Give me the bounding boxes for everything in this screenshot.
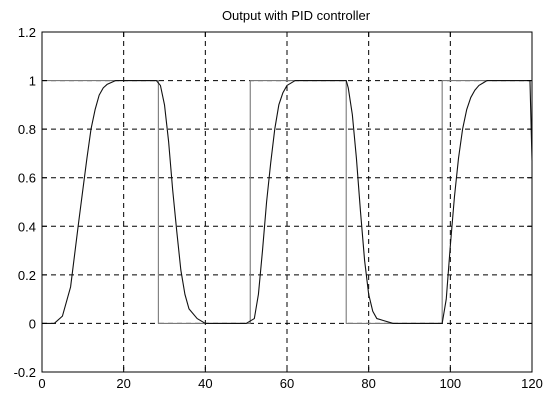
x-tick-label: 120 (521, 376, 543, 391)
y-tick-label: 0.4 (18, 219, 36, 234)
x-tick-label: 20 (116, 376, 130, 391)
y-tick-label: -0.2 (14, 365, 36, 380)
y-tick-label: 0.2 (18, 268, 36, 283)
axis-ticks: 0 20 40 60 80 100 120-0.200.20.40.60.811.2 (14, 25, 543, 391)
x-tick-label: 40 (198, 376, 212, 391)
grid-lines (42, 32, 532, 372)
pid-output-line (42, 80, 533, 324)
y-tick-label: 0.6 (18, 171, 36, 186)
x-tick-label: 100 (439, 376, 461, 391)
y-tick-label: 0.8 (18, 122, 36, 137)
x-tick-label: 0 (38, 376, 45, 391)
x-tick-label: 80 (361, 376, 375, 391)
x-tick-label: 60 (280, 376, 294, 391)
y-tick-label: 1 (29, 74, 36, 89)
chart-title: Output with PID controller (222, 8, 371, 23)
y-tick-label: 1.2 (18, 25, 36, 40)
y-tick-label: 0 (29, 316, 36, 331)
series-lines (42, 80, 533, 324)
